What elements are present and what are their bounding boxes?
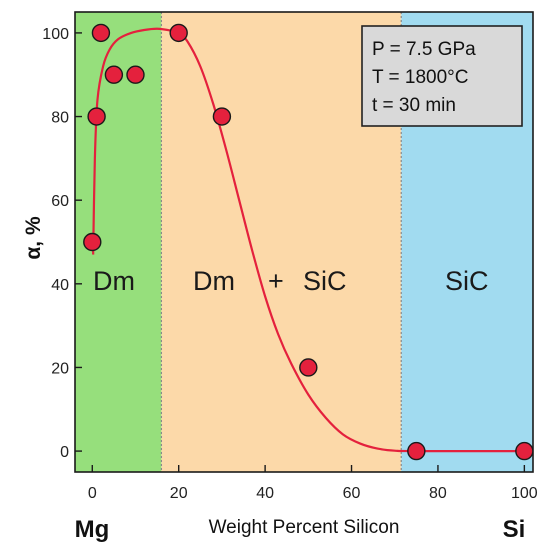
x-right-end-label: Si: [503, 516, 526, 543]
axis-ticks: 0 20 40 60 80 100 0 20 40 60 80 100: [42, 26, 538, 502]
region-label-sic: SiC: [445, 266, 489, 296]
x-tick-label: 20: [170, 485, 188, 502]
x-tick-label: 60: [343, 485, 361, 502]
region-label-dm-part: Dm: [193, 266, 235, 296]
temperature-text: T = 1800°C: [372, 67, 469, 88]
data-point: [169, 23, 188, 43]
data-point: [87, 107, 106, 126]
y-axis-label: α, %: [22, 216, 45, 260]
data-point: [407, 441, 426, 461]
data-point: [515, 441, 534, 461]
region-label-plus: +: [268, 266, 284, 296]
data-points: [83, 23, 534, 461]
x-tick-label: 80: [429, 485, 447, 502]
time-text: t = 30 min: [372, 95, 456, 116]
x-axis-label: Weight Percent Silicon: [209, 517, 400, 538]
x-tick-label: 0: [88, 485, 97, 502]
data-point: [299, 358, 318, 377]
data-point: [126, 65, 145, 84]
conditions-box: P = 7.5 GPa T = 1800°C t = 30 min: [361, 25, 523, 127]
fit-curve: [92, 27, 525, 453]
x-left-end-label: Mg: [75, 516, 110, 543]
pressure-text: P = 7.5 GPa: [372, 39, 476, 60]
data-point: [212, 107, 232, 126]
y-tick-label: 40: [51, 277, 69, 294]
region-labels: Dm Dm + SiC SiC: [93, 266, 489, 296]
y-tick-label: 20: [51, 360, 69, 377]
data-point: [91, 23, 111, 43]
region-label-dm: Dm: [93, 266, 135, 296]
y-tick-label: 100: [42, 26, 69, 43]
y-tick-label: 80: [51, 110, 69, 127]
region-label-sic-part: SiC: [303, 266, 347, 296]
x-tick-label: 100: [511, 485, 538, 502]
plot-frame: [74, 11, 534, 473]
y-tick-label: 0: [60, 444, 69, 461]
data-point: [104, 65, 124, 84]
x-tick-label: 40: [256, 485, 274, 502]
data-point: [83, 232, 102, 252]
y-tick-label: 60: [51, 193, 69, 210]
